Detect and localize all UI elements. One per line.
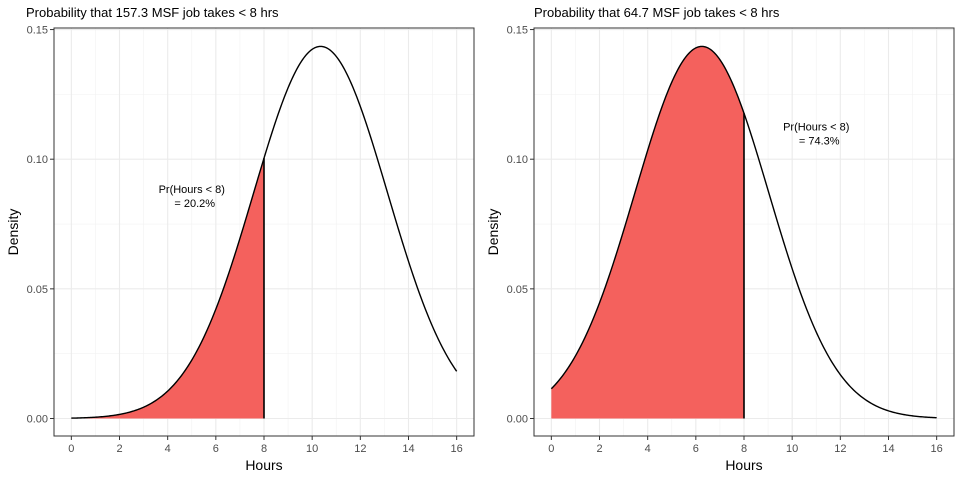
x-tick-label: 14 (402, 443, 414, 455)
annotation-line-1: Pr(Hours < 8) (783, 122, 849, 134)
y-tick-label: 0.15 (507, 25, 528, 37)
chart-title: Probability that 157.3 MSF job takes < 8… (26, 5, 279, 20)
x-tick-label: 8 (741, 443, 747, 455)
major-gridlines (54, 28, 474, 436)
x-tick-label: 10 (786, 443, 798, 455)
annotation-line-1: Pr(Hours < 8) (159, 184, 225, 196)
probability-annotation: Pr(Hours < 8) = 74.3% (783, 122, 849, 148)
y-tick-label: 0.00 (27, 413, 48, 425)
shaded-probability-area (551, 46, 744, 419)
x-axis-title: Hours (245, 457, 282, 473)
y-axis-title: Density (5, 209, 21, 256)
y-tick-label: 0.10 (27, 154, 48, 166)
shaded-probability-area (71, 158, 264, 419)
density-curve (71, 45, 458, 419)
x-tick-label: 10 (306, 443, 318, 455)
x-tick-label: 0 (548, 443, 554, 455)
y-tick-label: 0.10 (507, 154, 528, 166)
x-tick-label: 12 (834, 443, 846, 455)
x-tick-label: 14 (882, 443, 894, 455)
y-tick-label: 0.05 (27, 284, 48, 296)
y-axis-title: Density (485, 209, 501, 256)
panel-left: Probability that 157.3 MSF job takes < 8… (5, 5, 475, 473)
x-tick-label: 16 (931, 443, 943, 455)
x-tick-label: 6 (213, 443, 219, 455)
x-tick-label: 2 (596, 443, 602, 455)
y-tick-label: 0.00 (507, 413, 528, 425)
x-axis-title: Hours (725, 457, 762, 473)
chart-title: Probability that 64.7 MSF job takes < 8 … (534, 5, 780, 20)
y-tick-label: 0.15 (27, 25, 48, 37)
x-tick-label: 8 (261, 443, 267, 455)
density-curve (550, 45, 937, 419)
annotation-line-2: = 74.3% (799, 136, 840, 148)
x-tick-label: 0 (68, 443, 74, 455)
annotation-line-2: = 20.2% (174, 198, 215, 210)
y-tick-label: 0.05 (507, 284, 528, 296)
panel-right: Probability that 64.7 MSF job takes < 8 … (485, 5, 955, 473)
probability-annotation: Pr(Hours < 8) = 20.2% (159, 184, 225, 210)
x-tick-label: 2 (116, 443, 122, 455)
x-tick-label: 4 (645, 443, 651, 455)
x-tick-label: 4 (165, 443, 171, 455)
x-tick-label: 12 (354, 443, 366, 455)
x-tick-label: 6 (693, 443, 699, 455)
x-tick-label: 16 (451, 443, 463, 455)
